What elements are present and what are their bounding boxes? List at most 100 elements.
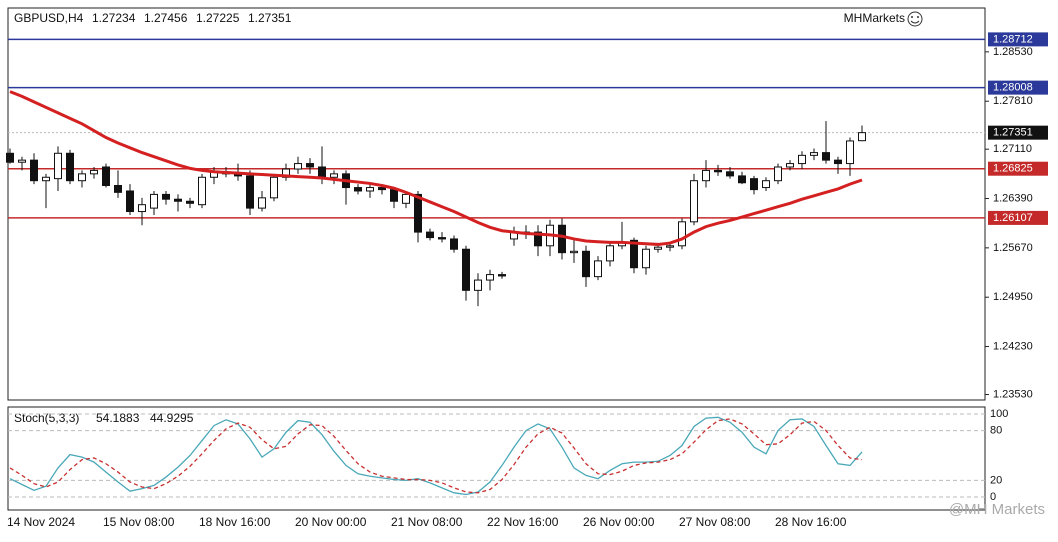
candle-body bbox=[798, 154, 806, 165]
candle-body bbox=[66, 152, 74, 182]
x-tick-label: 27 Nov 08:00 bbox=[679, 515, 751, 529]
candle-body bbox=[738, 175, 746, 184]
brand-icon-mouth bbox=[910, 20, 920, 24]
candle-body bbox=[354, 187, 362, 192]
candle-body bbox=[534, 231, 542, 247]
price-panel bbox=[7, 7, 986, 401]
candle-body bbox=[150, 193, 158, 209]
level-tag bbox=[988, 80, 1048, 95]
candle-body bbox=[162, 193, 170, 200]
y-tick-label: 1.23530 bbox=[993, 388, 1033, 400]
candle-body bbox=[486, 274, 494, 281]
moving-average bbox=[9, 90, 863, 246]
candle-body bbox=[810, 152, 818, 156]
stoch-panel bbox=[7, 406, 986, 511]
level-tag bbox=[988, 32, 1048, 47]
candle-body bbox=[774, 166, 782, 182]
candle-body bbox=[414, 193, 422, 233]
y-tick-label: 100 bbox=[990, 408, 1008, 420]
candle-body bbox=[666, 245, 674, 248]
candle-body bbox=[846, 140, 854, 165]
x-tick-label: 22 Nov 16:00 bbox=[487, 515, 559, 529]
candle-body bbox=[786, 163, 794, 168]
candle-body bbox=[186, 200, 194, 204]
brand: MHMarkets bbox=[844, 11, 905, 25]
y-tick-label: 1.25670 bbox=[993, 242, 1033, 254]
candle-body bbox=[114, 184, 122, 193]
y-tick-label: 80 bbox=[990, 424, 1002, 436]
candle-body bbox=[366, 187, 374, 192]
candle-body bbox=[390, 189, 398, 202]
candle-body bbox=[174, 198, 182, 202]
candle-body bbox=[750, 178, 758, 191]
brand-icon-eye bbox=[917, 16, 919, 18]
candle-body bbox=[378, 187, 386, 191]
candle-body bbox=[6, 152, 14, 163]
candle-body bbox=[762, 180, 770, 189]
y-tick-label: 20 bbox=[990, 474, 1002, 486]
y-tick-label: 1.27110 bbox=[993, 143, 1032, 155]
header-high: 1.27456 bbox=[144, 11, 188, 25]
candle-body bbox=[126, 190, 134, 213]
candle-body bbox=[450, 238, 458, 250]
level-tag bbox=[988, 161, 1048, 176]
current-price-label: 1.27351 bbox=[993, 127, 1033, 139]
candle-body bbox=[426, 231, 434, 239]
level-label: 1.28008 bbox=[993, 82, 1033, 94]
candle-body bbox=[402, 193, 410, 204]
y-tick-label: 1.28530 bbox=[993, 46, 1033, 58]
candle-body bbox=[630, 239, 638, 269]
candle-body bbox=[594, 260, 602, 278]
header-open: 1.27234 bbox=[92, 11, 136, 25]
x-tick-label: 20 Nov 00:00 bbox=[295, 515, 367, 529]
candle-body bbox=[606, 245, 614, 262]
x-tick-label: 18 Nov 16:00 bbox=[199, 515, 271, 529]
symbol: GBPUSD,H4 bbox=[14, 11, 84, 25]
candle-body bbox=[858, 132, 866, 142]
candle-body bbox=[822, 152, 830, 161]
candle-body bbox=[702, 169, 710, 182]
x-tick-label: 21 Nov 08:00 bbox=[391, 515, 463, 529]
candle-body bbox=[474, 279, 482, 291]
candle-body bbox=[714, 169, 722, 173]
level-label: 1.28712 bbox=[993, 33, 1033, 45]
candle-body bbox=[438, 237, 446, 240]
candle-body bbox=[270, 176, 278, 199]
y-tick-label: 1.26390 bbox=[993, 192, 1033, 204]
candle-body bbox=[78, 173, 86, 182]
current-price-tag bbox=[988, 125, 1048, 140]
stoch-title: Stoch(5,3,3) bbox=[14, 411, 79, 425]
candle-body bbox=[54, 152, 62, 180]
candle-body bbox=[30, 159, 38, 182]
x-tick-label: 15 Nov 08:00 bbox=[103, 515, 175, 529]
y-tick-label: 1.24950 bbox=[993, 291, 1033, 303]
candle-body bbox=[462, 248, 470, 291]
candle-body bbox=[246, 175, 254, 209]
stoch-value: 54.1883 bbox=[96, 411, 140, 425]
candle-body bbox=[834, 159, 842, 165]
header: GBPUSD,H4 MHMarkets Stoch(5,3,3) @MH Mar… bbox=[14, 11, 1045, 518]
candle-body bbox=[654, 246, 662, 250]
candle-body bbox=[642, 248, 650, 269]
stoch-line bbox=[9, 418, 863, 494]
x-tick-label: 14 Nov 2024 bbox=[7, 515, 75, 529]
stoch-line bbox=[9, 416, 863, 496]
candle-body bbox=[18, 159, 26, 163]
level-label: 1.26107 bbox=[993, 212, 1033, 224]
candle-body bbox=[582, 250, 590, 278]
candle-body bbox=[90, 169, 98, 175]
candle-body bbox=[198, 176, 206, 206]
y-tick-label: 0 bbox=[990, 491, 996, 503]
candle-body bbox=[102, 166, 110, 186]
candle-body bbox=[558, 224, 566, 254]
candle-body bbox=[726, 171, 734, 177]
brand-icon-eye bbox=[911, 16, 913, 18]
level-tag bbox=[988, 210, 1048, 225]
candle-body bbox=[258, 197, 266, 209]
y-tick-label: 1.24230 bbox=[993, 340, 1033, 352]
brand-icon bbox=[907, 11, 923, 27]
candle-body bbox=[498, 274, 506, 277]
candle-body bbox=[294, 163, 302, 170]
x-tick-label: 28 Nov 16:00 bbox=[775, 515, 847, 529]
